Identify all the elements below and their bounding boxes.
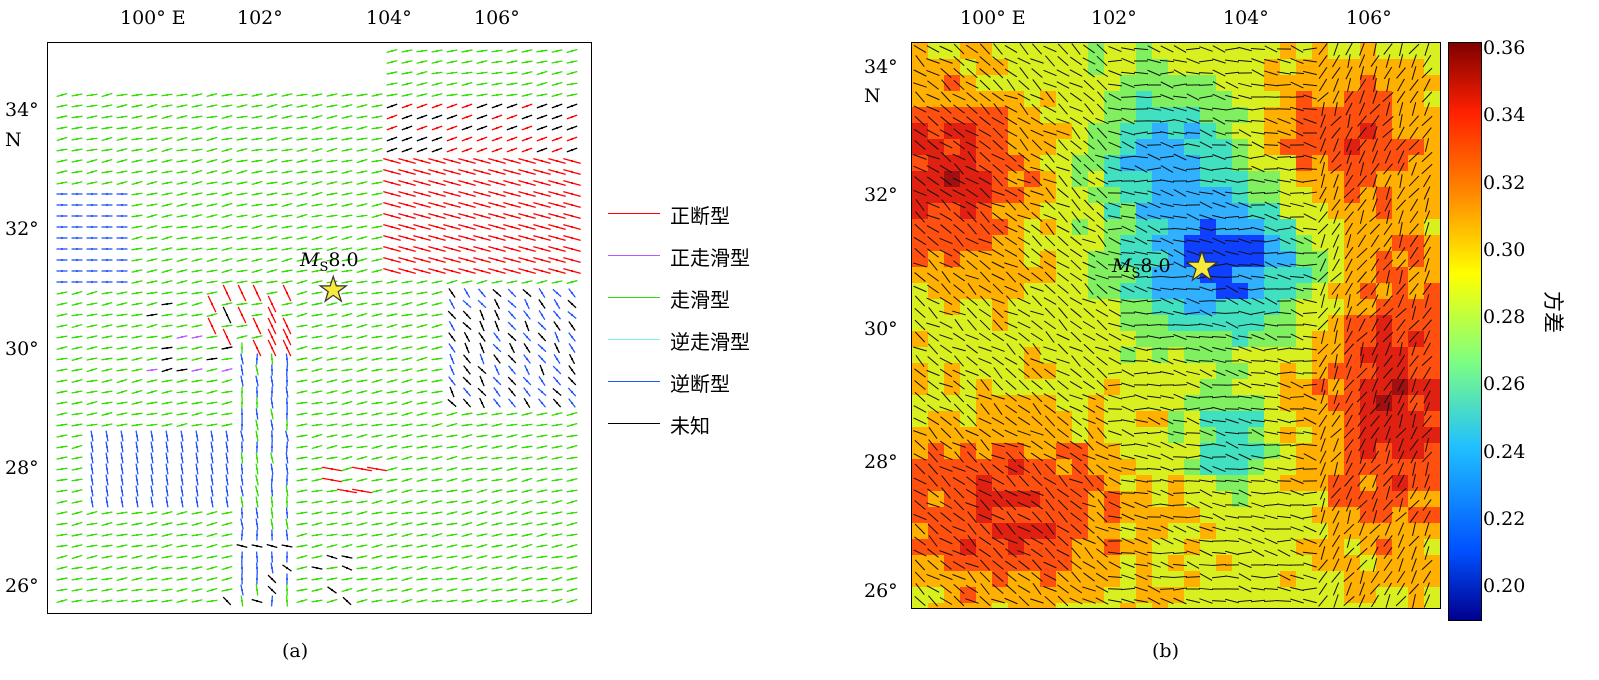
y-tick-b-2: 30° xyxy=(864,318,898,340)
colorbar-tick: 0.30 xyxy=(1483,239,1526,261)
y-tick-a-4: 26° xyxy=(5,575,39,597)
colorbar-tick: 0.36 xyxy=(1483,37,1526,59)
legend-swatch xyxy=(608,297,660,298)
epicenter-label: MS8.0 xyxy=(1112,255,1171,281)
y-tick-a-1: 32° xyxy=(5,218,39,240)
epicenter-label: MS8.0 xyxy=(300,249,359,275)
legend-label: 走滑型 xyxy=(670,288,730,312)
colorbar-label: 方差 xyxy=(1541,291,1565,333)
legend-label: 正走滑型 xyxy=(670,246,750,270)
legend-label: 逆断型 xyxy=(670,372,730,396)
colorbar-tick: 0.28 xyxy=(1483,306,1526,328)
stress-map-panel-a: ★ MS8.0 xyxy=(47,42,592,614)
colorbar xyxy=(1448,42,1482,621)
x-tick-a-0: 100° E xyxy=(120,7,186,29)
colorbar-tick: 0.22 xyxy=(1483,508,1526,530)
legend-swatch xyxy=(608,339,660,340)
y-tick-b-3: 28° xyxy=(864,451,898,473)
x-tick-b-3: 106° xyxy=(1346,7,1392,29)
y-tick-b-0: 34° xyxy=(864,56,898,78)
legend-label: 未知 xyxy=(670,414,710,438)
x-tick-b-1: 102° xyxy=(1091,7,1137,29)
legend-label: 正断型 xyxy=(670,204,730,228)
legend-swatch xyxy=(608,423,660,424)
variance-heatmap xyxy=(912,43,1440,608)
x-tick-a-3: 106° xyxy=(474,7,520,29)
y-tick-a-2: 30° xyxy=(5,338,39,360)
x-tick-b-0: 100° E xyxy=(960,7,1026,29)
y-tick-a-3: 28° xyxy=(5,457,39,479)
colorbar-tick: 0.20 xyxy=(1483,575,1526,597)
x-tick-a-1: 102° xyxy=(237,7,283,29)
colorbar-tick: 0.34 xyxy=(1483,104,1526,126)
colorbar-tick: 0.32 xyxy=(1483,172,1526,194)
y-tick-b-4: 26° xyxy=(864,580,898,602)
y-tick-a-0: 34° xyxy=(5,99,39,121)
legend-swatch xyxy=(608,381,660,382)
legend-label: 逆走滑型 xyxy=(670,330,750,354)
fault-type-vector-field xyxy=(56,48,581,607)
y-unit-b: N xyxy=(864,85,881,107)
epicenter-star-icon: ★ xyxy=(317,270,349,310)
colorbar-tick: 0.26 xyxy=(1483,373,1526,395)
legend-swatch xyxy=(608,255,660,256)
variance-map-panel-b: ★ MS8.0 xyxy=(911,42,1441,609)
colorbar-gradient xyxy=(1449,43,1481,620)
vector-field-strokes xyxy=(56,48,581,607)
epicenter-star-icon: ★ xyxy=(1183,244,1220,290)
colorbar-tick: 0.24 xyxy=(1483,441,1526,463)
x-tick-b-2: 104° xyxy=(1223,7,1269,29)
y-unit-a: N xyxy=(5,129,22,151)
caption-b: (b) xyxy=(1152,640,1179,662)
y-tick-b-1: 32° xyxy=(864,184,898,206)
caption-a: (a) xyxy=(282,640,309,662)
variance-cells xyxy=(912,43,1440,608)
x-tick-a-2: 104° xyxy=(366,7,412,29)
legend-swatch xyxy=(608,213,660,214)
stress-direction-strokes xyxy=(913,43,1433,608)
